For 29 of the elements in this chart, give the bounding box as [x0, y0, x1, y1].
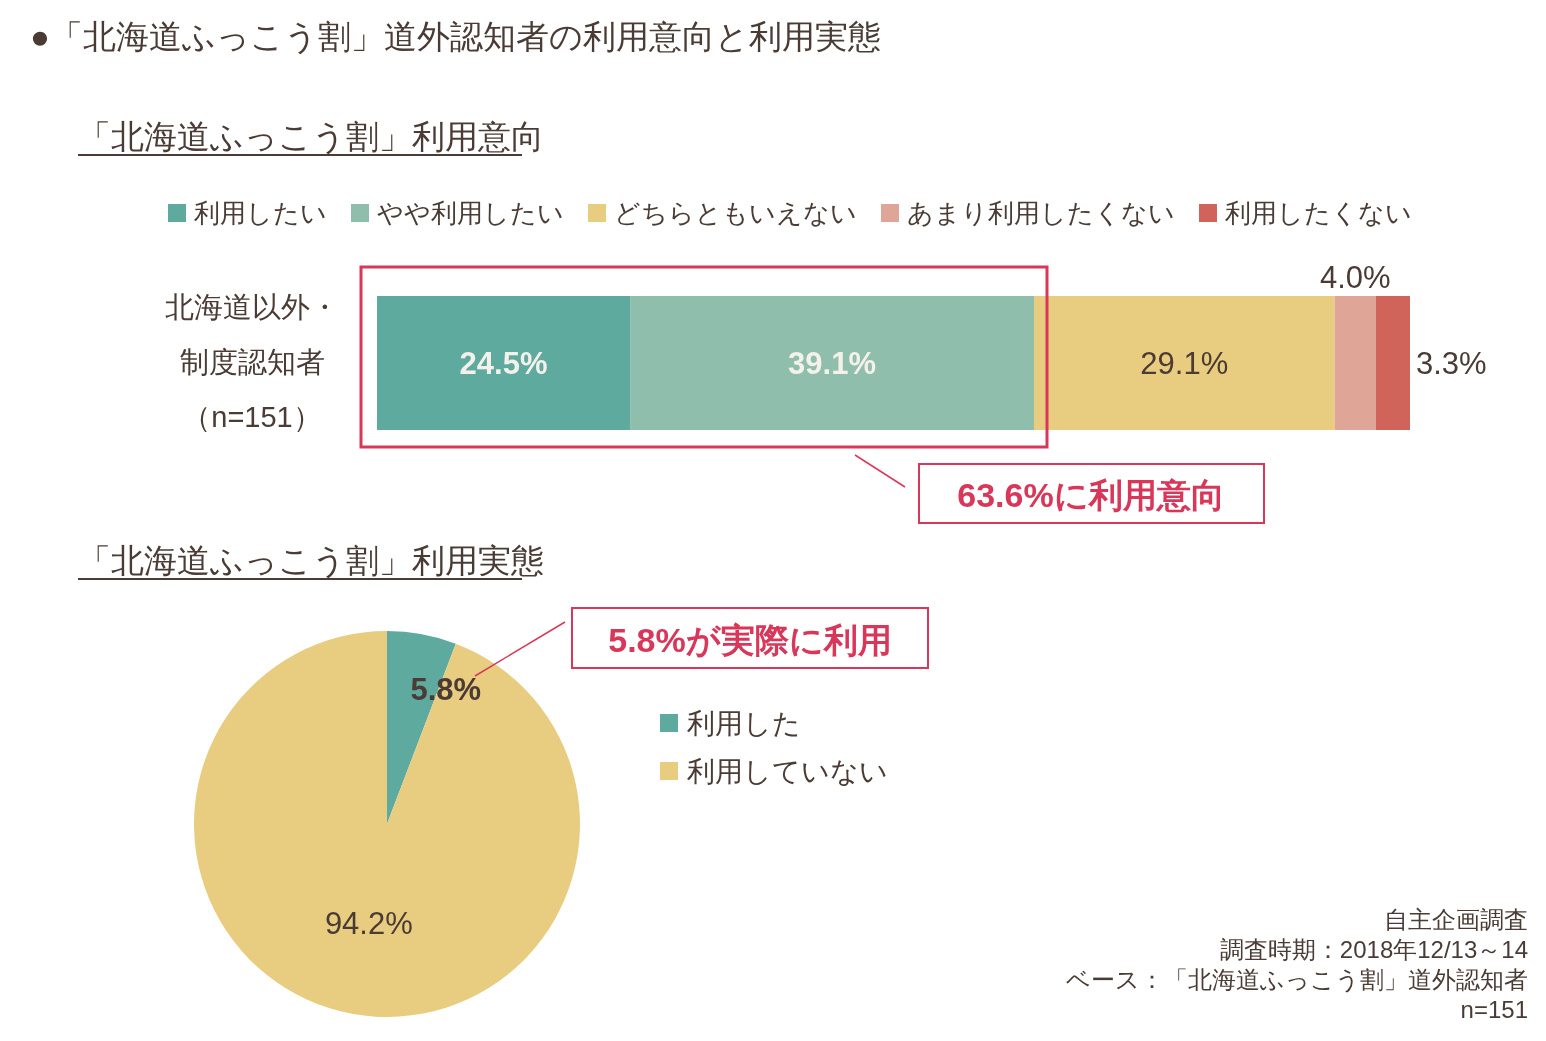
legend-label: 利用したくない: [1225, 198, 1412, 228]
text: 63.6%に利用意向: [957, 476, 1225, 514]
legend-label: やや利用したい: [377, 198, 564, 228]
bar: [377, 296, 631, 430]
legend-label: どちらともいえない: [614, 198, 857, 228]
bar: [1334, 296, 1376, 430]
data-label: 4.0%: [1319, 260, 1391, 295]
legend-label: 利用した: [687, 708, 801, 739]
text: n=151: [1460, 996, 1528, 1023]
text: ベース：「北海道ふっこう割」道外認知者: [1066, 966, 1528, 993]
legend-label: あまり利用したくない: [907, 198, 1175, 228]
legend-label: 利用したい: [194, 198, 327, 228]
bar: [1033, 296, 1335, 430]
data-label: 29.1%: [1140, 346, 1229, 381]
chart-title: 「北海道ふっこう割」利用実態: [78, 542, 544, 579]
data-label: 94.2%: [324, 905, 413, 941]
chart-title: ●「北海道ふっこう割」道外認知者の利用意向と利用実態: [30, 18, 881, 55]
data-label: 3.3%: [1416, 346, 1487, 381]
bar: [630, 296, 1034, 430]
data-label: 39.1%: [788, 346, 876, 381]
pie-slice: [194, 631, 580, 1017]
bar: [1375, 296, 1410, 430]
text: 自主企画調査: [1384, 906, 1528, 933]
y-tick-label: 北海道以外・制度認知者（n=151）: [165, 291, 339, 433]
text: 5.8%が実際に利用: [608, 621, 892, 659]
text: 調査時期：2018年12/13～14: [1219, 936, 1528, 963]
data-label: 24.5%: [459, 346, 548, 381]
chart-subtitle: 「北海道ふっこう割」利用意向: [78, 118, 544, 155]
legend-label: 利用していない: [687, 756, 888, 787]
